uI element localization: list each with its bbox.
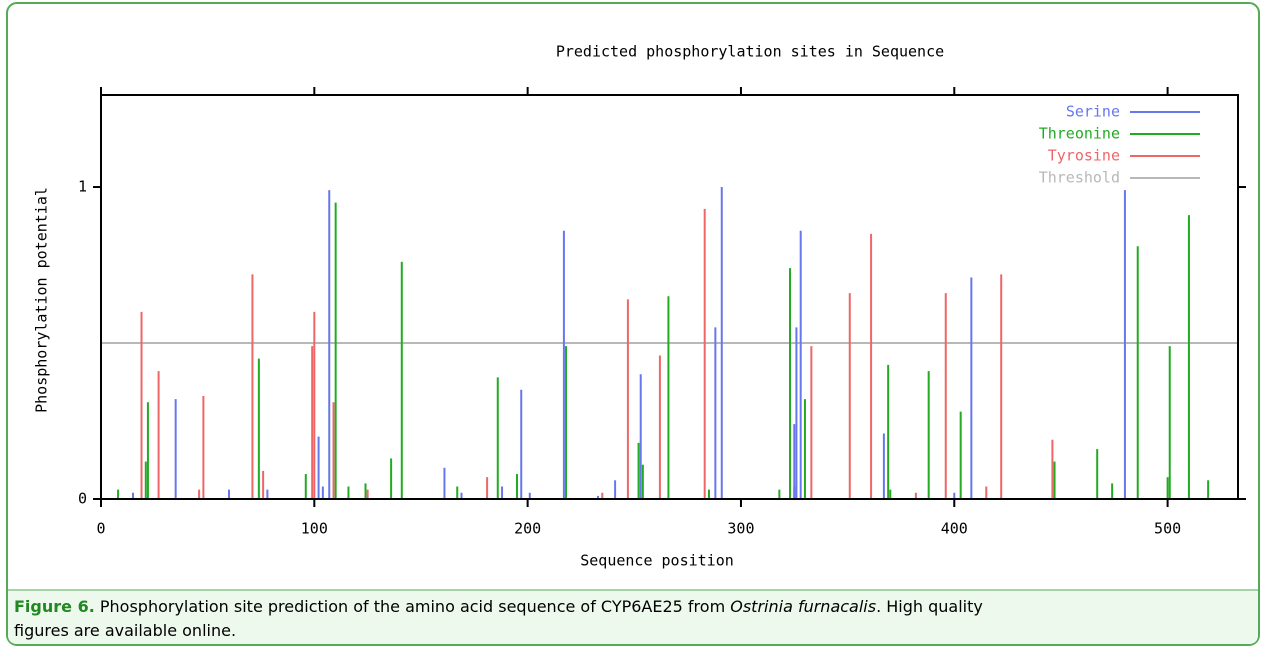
legend-label: Serine (1066, 103, 1120, 121)
legend-label: Tyrosine (1048, 147, 1120, 165)
x-tick-label: 0 (96, 520, 105, 538)
x-tick-label: 300 (727, 520, 754, 538)
caption-line: Figure 6. Phosphorylation site predictio… (14, 597, 983, 616)
y-tick-label: 0 (78, 490, 87, 508)
caption-line: figures are available online. (14, 621, 236, 640)
caption-text: . High quality (876, 597, 983, 616)
x-tick-label: 400 (941, 520, 968, 538)
legend-label: Threonine (1039, 125, 1120, 143)
caption-text: Phosphorylation site prediction of the a… (95, 597, 730, 616)
chart-title: Predicted phosphorylation sites in Seque… (556, 43, 944, 61)
figure-frame (6, 2, 1260, 646)
x-tick-label: 200 (514, 520, 541, 538)
plot-frame (100, 94, 1239, 500)
caption-label: Figure 6. (14, 597, 95, 616)
x-tick-label: 500 (1154, 520, 1181, 538)
x-tick-label: 100 (301, 520, 328, 538)
caption-box (8, 590, 1258, 644)
y-axis-label: Phosphorylation potential (33, 187, 51, 413)
y-tick-label: 1 (78, 178, 87, 196)
legend-label: Threshold (1039, 169, 1120, 187)
x-axis-label: Sequence position (580, 552, 734, 570)
caption-species: Ostrinia furnacalis (730, 597, 876, 616)
plot: 0 100 200 300 400 500 0 1 Serine Threonine Tyrosin… (78, 87, 1246, 538)
